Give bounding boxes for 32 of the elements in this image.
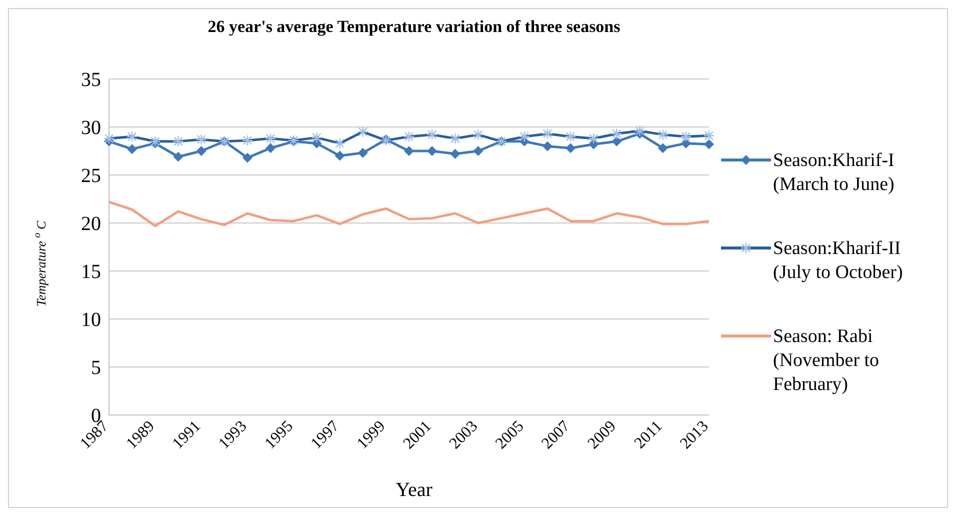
x-axis-title: Year [394,479,434,502]
point [427,146,438,156]
chart-title: 26 year's average Temperature variation of three seasons [206,17,622,37]
point [588,139,599,150]
point [266,143,276,154]
point [450,148,460,159]
legend-label: Season:Kharif-II (July to October) [773,237,904,285]
y-tick-label: 20 [81,213,101,236]
y-tick-label: 5 [91,357,101,380]
point [196,146,206,156]
point [334,150,345,161]
point [473,146,484,156]
point [542,141,552,152]
x-tick-label: 1991 [169,418,204,452]
point [612,136,622,146]
point [242,152,252,163]
point [127,144,138,154]
point [358,148,368,158]
line-series [108,200,710,228]
legend-label: Season:Kharif-I (March to June) [773,149,896,197]
y-tick-label: 15 [81,261,101,284]
point [704,139,714,150]
y-tick-label: 25 [81,165,101,188]
y-tick-label: 30 [81,117,101,140]
y-tick-label: 10 [81,309,101,332]
point [404,146,414,156]
point [658,143,668,154]
point [566,143,576,154]
point [680,138,691,148]
point [173,152,184,162]
legend-label: Season: Rabi (November to February) [773,325,880,397]
y-tick-label: 35 [81,69,101,92]
